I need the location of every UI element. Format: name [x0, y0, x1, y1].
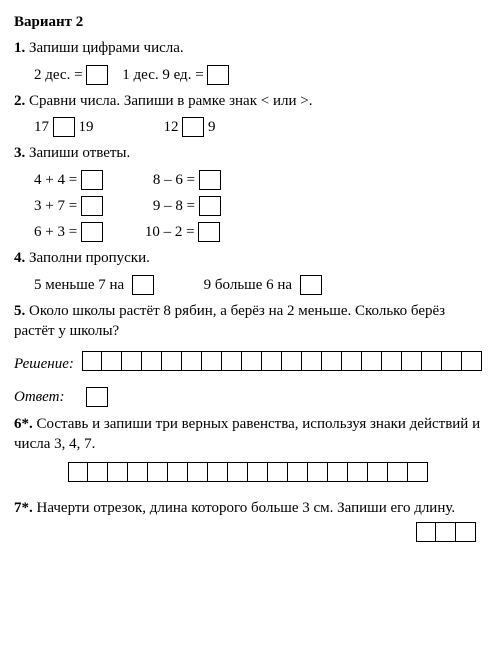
task-1-num: 1. — [14, 40, 25, 56]
task-4: 4. Заполни пропуски. — [14, 248, 482, 268]
t7-strip[interactable] — [14, 522, 476, 542]
task-4-text: Заполни пропуски. — [29, 250, 150, 266]
t4-a-box[interactable] — [132, 275, 154, 295]
t2-p1a: 17 — [34, 117, 49, 137]
t3-r2b-box[interactable] — [199, 196, 221, 216]
task-6-num: 6*. — [14, 416, 33, 432]
t5-ans-label: Ответ — [14, 389, 59, 405]
t4-b: 9 больше 6 на — [204, 275, 292, 295]
task-3-row1: 4 + 4 = 8 – 6 = — [34, 170, 482, 190]
t2-p2a: 12 — [164, 117, 179, 137]
t5-strip[interactable] — [82, 351, 482, 371]
t3-r3b: 10 – 2 = — [145, 222, 195, 242]
t4-b-box[interactable] — [300, 275, 322, 295]
t5-ans-box[interactable] — [86, 387, 108, 407]
task-6-text: Составь и запиши три верных равенства, и… — [14, 416, 480, 452]
task-6: 6*. Составь и запиши три верных равенств… — [14, 414, 482, 455]
t3-r3b-box[interactable] — [198, 222, 220, 242]
t3-r2b: 9 – 8 = — [153, 196, 195, 216]
task-1-text: Запиши цифрами числа. — [29, 40, 184, 56]
task-4-num: 4. — [14, 250, 25, 266]
task-5-num: 5. — [14, 303, 25, 319]
t2-p2-box[interactable] — [182, 117, 204, 137]
task-7-num: 7*. — [14, 500, 33, 516]
task-5: 5. Около школы растёт 8 рябин, а берёз н… — [14, 301, 482, 342]
task-7-text: Начерти отрезок, длина которого больше 3… — [37, 500, 456, 516]
t3-r2a-box[interactable] — [81, 196, 103, 216]
task-2-row: 17 19 12 9 — [34, 117, 482, 137]
task-1-row: 2 дес. = 1 дес. 9 ед. = — [34, 65, 482, 85]
t1-a-box[interactable] — [86, 65, 108, 85]
task-5-answer: Ответ: — [14, 387, 482, 407]
t4-a: 5 меньше 7 на — [34, 275, 124, 295]
task-7: 7*. Начерти отрезок, длина которого боль… — [14, 498, 482, 518]
t2-p2b: 9 — [208, 117, 216, 137]
task-3: 3. Запиши ответы. — [14, 143, 482, 163]
t3-r3a-box[interactable] — [81, 222, 103, 242]
t6-strip[interactable] — [68, 462, 428, 482]
task-5-text: Около школы растёт 8 рябин, а берёз на 2… — [14, 303, 445, 339]
t3-r1a-box[interactable] — [81, 170, 103, 190]
t3-r3a: 6 + 3 = — [34, 222, 77, 242]
task-2-num: 2. — [14, 93, 25, 109]
task-3-num: 3. — [14, 145, 25, 161]
task-3-row3: 6 + 3 = 10 – 2 = — [34, 222, 482, 242]
t5-sol-label: Решение — [14, 356, 69, 372]
t3-r1b: 8 – 6 = — [153, 170, 195, 190]
t1-a-label: 2 дес. = — [34, 65, 83, 85]
t2-p1-box[interactable] — [53, 117, 75, 137]
t2-p1b: 19 — [79, 117, 94, 137]
task-2: 2. Сравни числа. Запиши в рамке знак < и… — [14, 91, 482, 111]
t3-r2a: 3 + 7 = — [34, 196, 77, 216]
t3-r1b-box[interactable] — [199, 170, 221, 190]
task-3-row2: 3 + 7 = 9 – 8 = — [34, 196, 482, 216]
task-5-solution: Решение: — [14, 347, 482, 381]
task-4-row: 5 меньше 7 на 9 больше 6 на — [34, 275, 482, 295]
task-3-text: Запиши ответы. — [29, 145, 130, 161]
t1-b-label: 1 дес. 9 ед. = — [122, 65, 203, 85]
t3-r1a: 4 + 4 = — [34, 170, 77, 190]
variant-title: Вариант 2 — [14, 12, 482, 32]
task-1: 1. Запиши цифрами числа. — [14, 38, 482, 58]
t1-b-box[interactable] — [207, 65, 229, 85]
task-2-text: Сравни числа. Запиши в рамке знак < или … — [29, 93, 312, 109]
